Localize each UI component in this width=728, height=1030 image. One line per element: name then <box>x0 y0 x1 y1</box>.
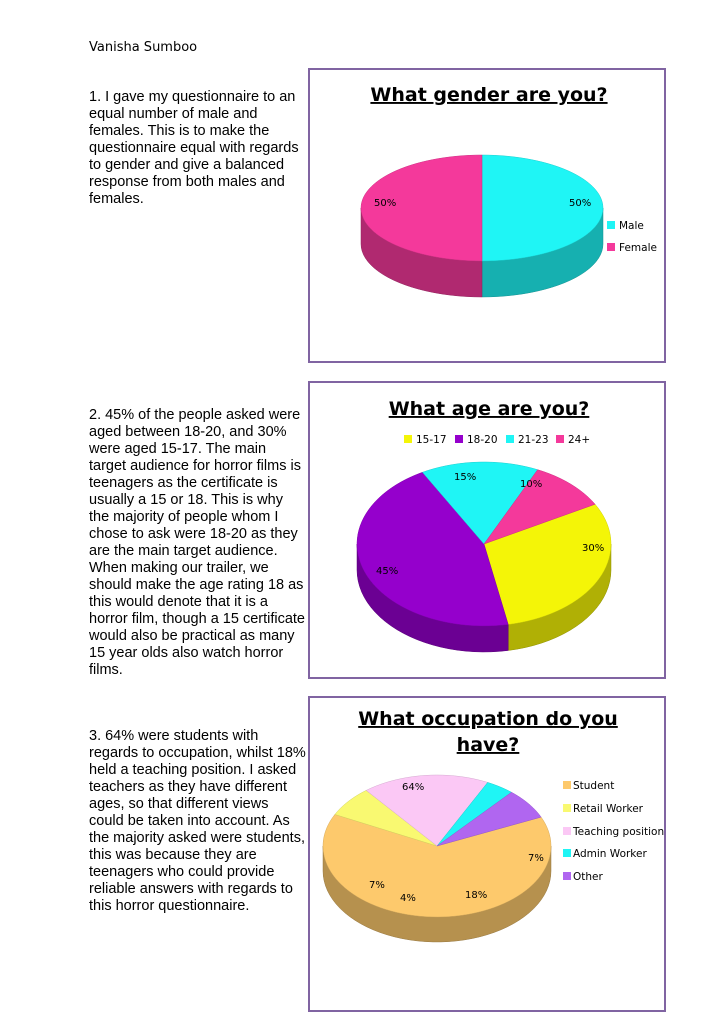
legend-swatch-18-20 <box>455 435 463 443</box>
pie-slice-other <box>436 791 542 847</box>
legend-swatch-15-17 <box>404 435 412 443</box>
legend-label-retail-worker: Retail Worker <box>573 803 644 815</box>
paragraph-occupation: 3. 64% were students with regards to occ… <box>89 728 306 914</box>
legend: Male Female <box>607 220 657 254</box>
pie-slice-teaching-position <box>365 774 489 847</box>
pie-group <box>322 774 552 943</box>
data-label-retail-worker: 7% <box>528 853 544 864</box>
data-label-21-23: 15% <box>454 472 476 483</box>
legend: Student Retail Worker Teaching position … <box>563 780 664 883</box>
legend-label-student: Student <box>573 780 614 792</box>
pie-slice-male <box>481 154 604 262</box>
data-labels: 64% 7% 18% 4% 7% <box>369 782 544 904</box>
pie-slice-female <box>360 154 483 262</box>
legend-swatch-24plus <box>556 435 564 443</box>
legend-label-15-17: 15-17 <box>416 434 447 446</box>
chart-title: What age are you? <box>389 398 590 420</box>
pie-slice-24 <box>483 469 596 545</box>
legend-label-21-23: 21-23 <box>518 434 549 446</box>
legend-swatch-teaching-position <box>563 827 571 835</box>
paragraph-gender: 1. I gave my questionnaire to an equal n… <box>89 89 299 207</box>
pie-slice-21-23 <box>421 461 539 545</box>
data-label-15-17: 30% <box>582 543 604 554</box>
legend-label-male: Male <box>619 220 644 232</box>
chart-title-line-1: What occupation do you <box>358 708 618 730</box>
occupation-chart: What occupation do you have? 64% 7% 18% … <box>308 696 666 1012</box>
data-label-student: 64% <box>402 782 424 793</box>
data-label-female: 50% <box>374 198 396 209</box>
age-chart: What age are you? 15-17 18-20 21-23 24+ … <box>308 381 666 679</box>
legend-swatch-male <box>607 221 615 229</box>
chart-title: What gender are you? <box>370 84 607 106</box>
data-labels: 30% 45% 15% 10% <box>376 472 604 577</box>
legend-swatch-retail-worker <box>563 804 571 812</box>
pie-slice-student <box>322 814 552 918</box>
pie-slice-15-17 <box>483 503 612 625</box>
pie-group <box>360 154 604 298</box>
data-label-18-20: 45% <box>376 566 398 577</box>
legend-swatch-female <box>607 243 615 251</box>
data-label-admin-worker: 4% <box>400 893 416 904</box>
legend: 15-17 18-20 21-23 24+ <box>404 434 590 446</box>
legend-swatch-other <box>563 872 571 880</box>
pie-slice-retail-worker <box>334 790 438 847</box>
data-label-teaching-position: 18% <box>465 890 487 901</box>
legend-label-female: Female <box>619 242 657 254</box>
chart-title-line-2: have? <box>457 734 520 756</box>
pie-slice-admin-worker <box>436 782 512 847</box>
pie-slice-18-20 <box>356 471 509 627</box>
data-label-24plus: 10% <box>520 479 542 490</box>
legend-swatch-student <box>563 781 571 789</box>
legend-label-24plus: 24+ <box>568 434 590 446</box>
legend-label-teaching-position: Teaching position <box>572 826 664 838</box>
paragraph-age: 2. 45% of the people asked were aged bet… <box>89 407 305 678</box>
pie-group <box>356 461 612 653</box>
gender-chart: What gender are you? 50% 50% Male Female <box>308 68 666 363</box>
data-labels: 50% 50% <box>374 198 591 209</box>
data-label-other: 7% <box>369 880 385 891</box>
data-label-male: 50% <box>569 198 591 209</box>
legend-label-other: Other <box>573 871 603 883</box>
legend-swatch-21-23 <box>506 435 514 443</box>
legend-swatch-admin-worker <box>563 849 571 857</box>
legend-label-18-20: 18-20 <box>467 434 498 446</box>
author-name: Vanisha Sumboo <box>89 40 198 55</box>
legend-label-admin-worker: Admin Worker <box>573 848 647 860</box>
